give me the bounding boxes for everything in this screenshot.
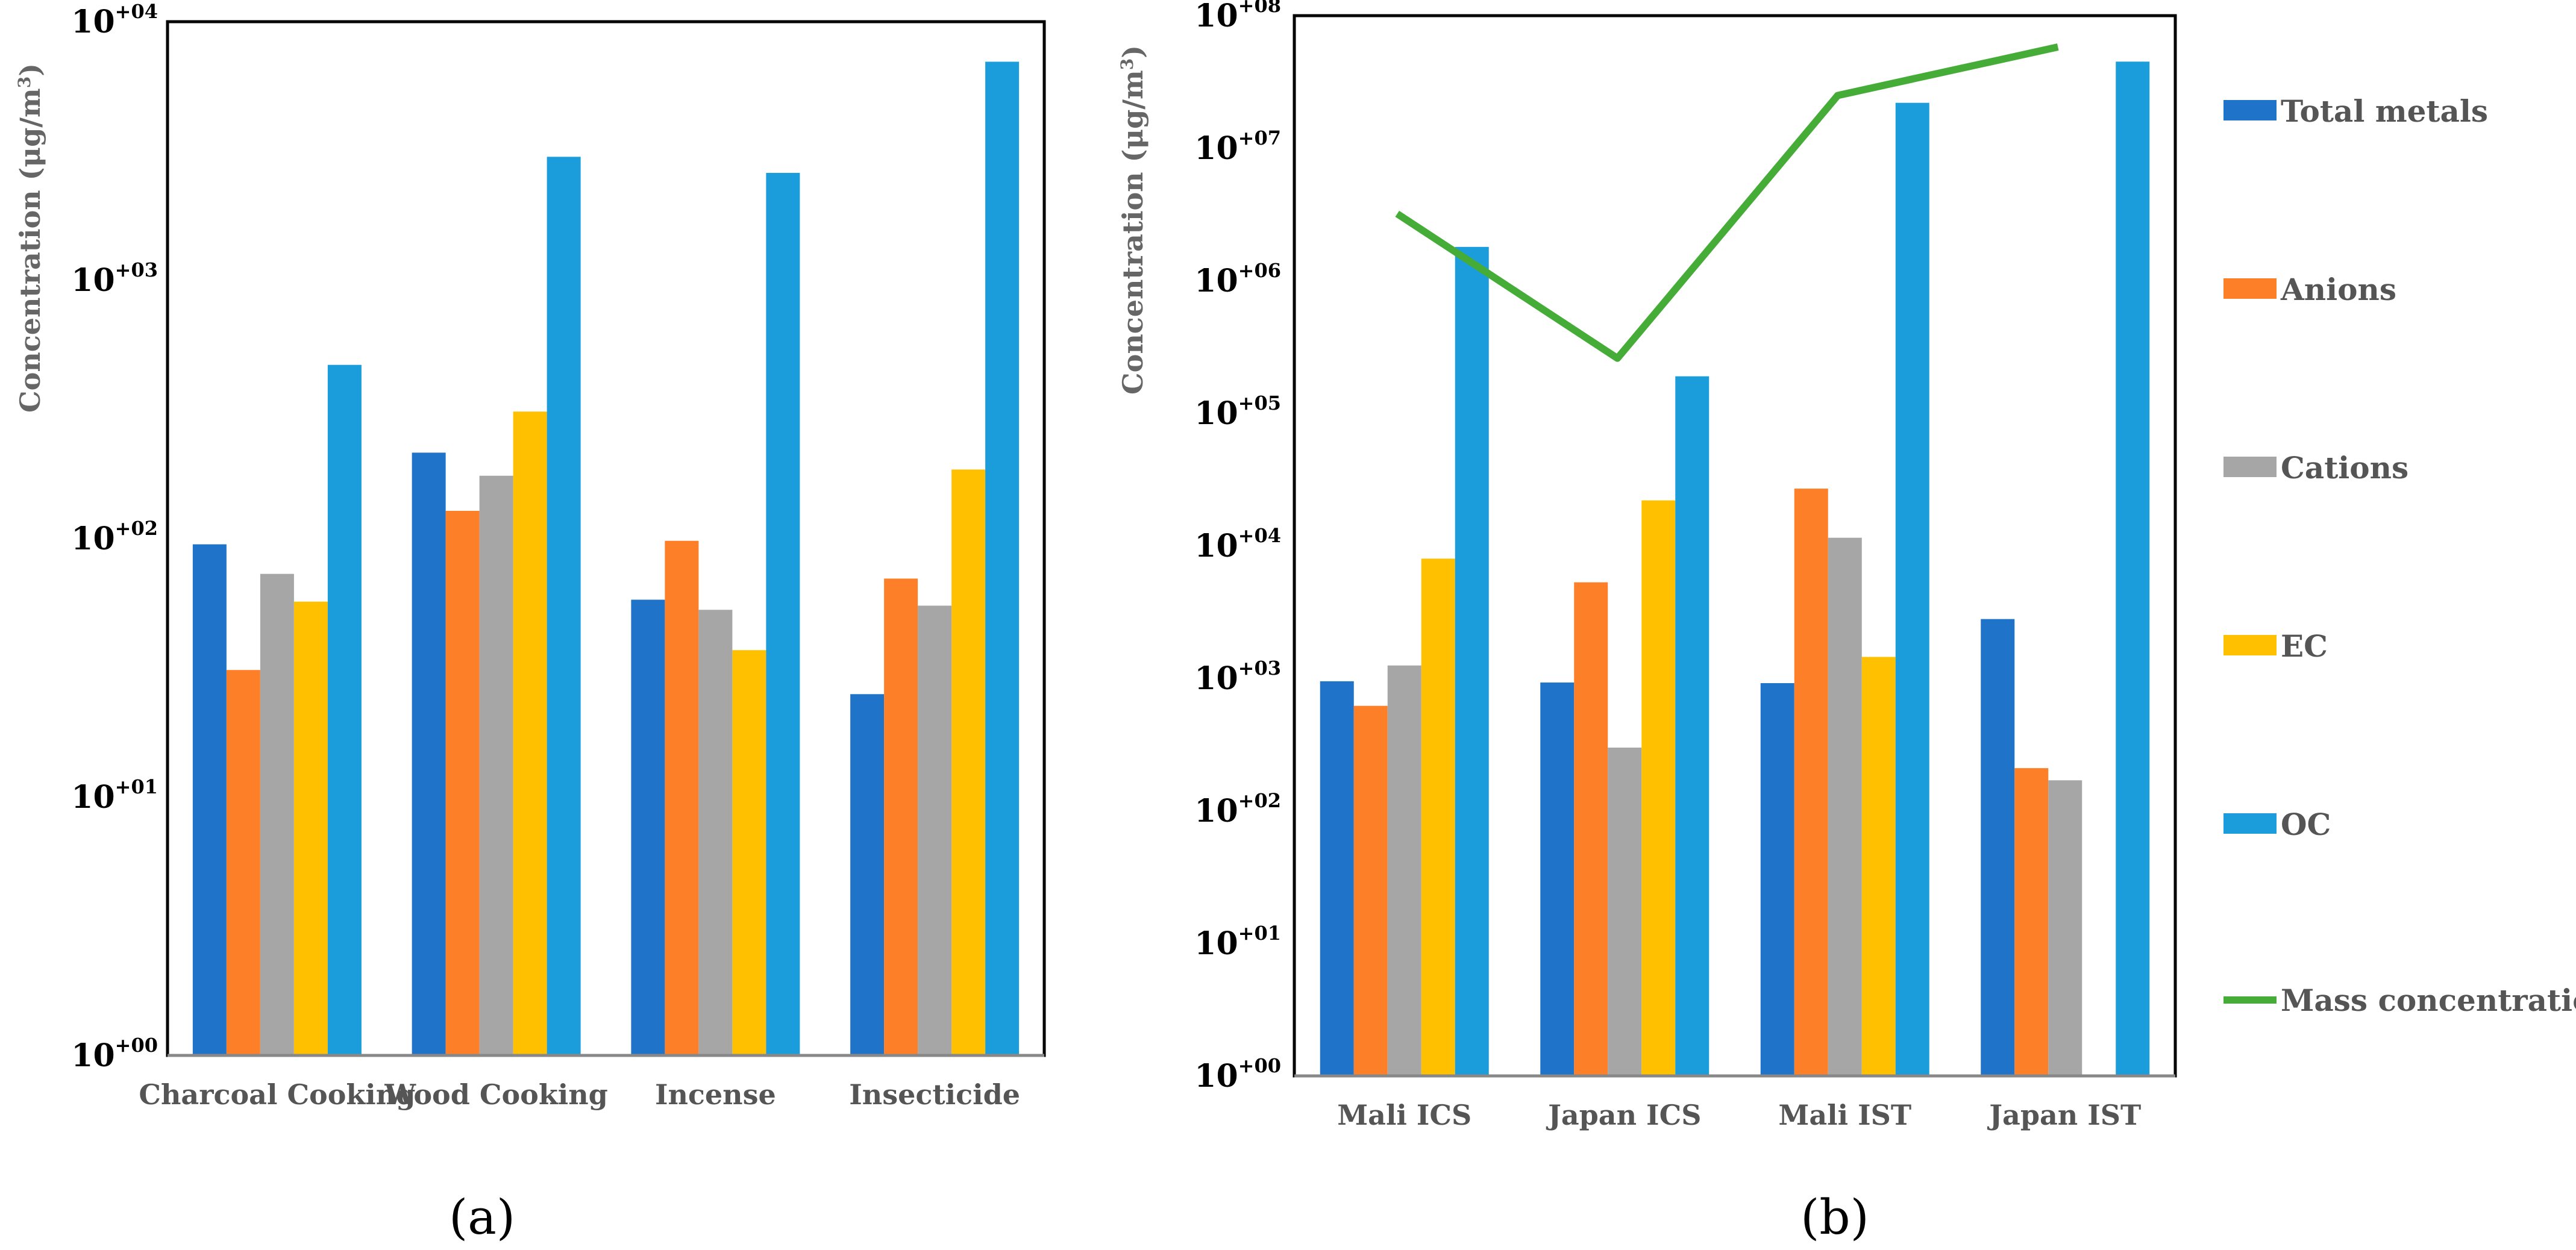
y-tick-label: 10+03	[1194, 657, 1281, 697]
mass-concentration-line	[1395, 43, 2059, 362]
bar-anions-mali-ist	[1794, 489, 1828, 1076]
y-tick-label: 10+04	[1194, 524, 1281, 564]
legend-swatch-anions	[2223, 278, 2277, 299]
x-category-label: Incense	[655, 1078, 776, 1111]
bar-total-metals-mali-ist	[1760, 683, 1794, 1076]
x-category-label: Mali IST	[1778, 1099, 1911, 1131]
bar-ec-insecticide	[951, 469, 986, 1055]
bar-ec-japan-ics	[1641, 500, 1676, 1076]
bar-total-metals-japan-ics	[1540, 682, 1575, 1076]
bar-cations-insecticide	[918, 605, 952, 1055]
bar-oc-mali-ist	[1895, 102, 1929, 1077]
x-category-label: Insecticide	[849, 1078, 1020, 1111]
y-tick-label: 10+08	[1194, 0, 1281, 34]
bar-ec-mali-ics	[1421, 558, 1455, 1076]
panel-a-y-axis-title: Concentration (μg/m3)	[14, 63, 46, 413]
bar-anions-japan-ics	[1574, 582, 1608, 1076]
panel-a-y-ticks: 10+00 10+01 10+02 10+03 10+04	[71, 0, 158, 1074]
bar-oc-japan-ics	[1675, 376, 1709, 1076]
bar-cations-mali-ics	[1387, 665, 1421, 1076]
bar-oc-mali-ics	[1455, 246, 1489, 1076]
bar-total-metals-incense	[631, 599, 665, 1055]
bar-anions-incense	[665, 540, 699, 1055]
legend-label-cations: Cations	[2281, 450, 2408, 486]
x-category-label: Japan ICS	[1546, 1099, 1701, 1131]
x-category-label: Wood Cooking	[384, 1078, 607, 1111]
legend-swatch-total-metals	[2223, 100, 2277, 120]
panel-a-label: (a)	[449, 1189, 515, 1245]
y-tick-label: 10+00	[71, 1034, 158, 1074]
bar-total-metals-charcoal-cooking	[192, 544, 227, 1055]
bar-cations-japan-ist	[2048, 780, 2082, 1076]
legend-swatch-ec	[2223, 635, 2277, 655]
legend-swatch-oc	[2223, 813, 2277, 834]
x-category-label: Charcoal Cooking	[139, 1078, 415, 1111]
bar-cations-charcoal-cooking	[260, 573, 294, 1055]
bar-oc-insecticide	[985, 61, 1020, 1056]
panel-a-bars	[192, 61, 1020, 1056]
bar-oc-charcoal-cooking	[327, 364, 362, 1055]
x-category-label: Mali ICS	[1337, 1099, 1471, 1131]
bar-total-metals-japan-ist	[1981, 619, 2015, 1076]
bar-cations-wood-cooking	[479, 475, 513, 1055]
y-tick-label: 10+00	[1194, 1054, 1281, 1095]
bar-anions-wood-cooking	[445, 511, 480, 1055]
legend-label-oc: OC	[2281, 807, 2331, 842]
bar-ec-incense	[732, 650, 766, 1055]
bar-ec-wood-cooking	[513, 411, 547, 1055]
panel-b-label: (b)	[1800, 1189, 1869, 1245]
panel-b-y-axis-title: Concentration (μg/m3)	[1117, 45, 1149, 395]
y-tick-label: 10+06	[1194, 259, 1281, 299]
panel-b-x-categories: Mali ICS Japan ICS Mali IST Japan IST	[1337, 1099, 2141, 1131]
x-category-label: Japan IST	[1987, 1099, 2141, 1131]
legend-label-anions: Anions	[2280, 272, 2396, 307]
y-tick-label: 10+01	[71, 775, 158, 816]
bar-ec-charcoal-cooking	[293, 601, 328, 1055]
legend-swatch-cations	[2223, 457, 2277, 477]
bar-cations-japan-ics	[1608, 748, 1642, 1076]
panel-b-bars	[1320, 61, 2150, 1077]
y-tick-label: 10+02	[1194, 789, 1281, 830]
bar-oc-japan-ist	[2116, 61, 2150, 1077]
y-tick-label: 10+03	[71, 258, 158, 299]
legend: Total metals Anions Cations EC OC Mass c…	[2223, 93, 2576, 1018]
bar-anions-japan-ist	[2014, 768, 2049, 1076]
panel-b: 10+00 10+01 10+02 10+03 10+04 10+05 10+06 10+07…	[1117, 0, 2177, 1245]
bar-cations-incense	[698, 610, 733, 1055]
bar-oc-wood-cooking	[547, 157, 581, 1056]
panel-b-y-ticks: 10+00 10+01 10+02 10+03 10+04 10+05 10+06 10+07…	[1194, 0, 1281, 1095]
legend-label-ec: EC	[2281, 628, 2328, 664]
y-tick-label: 10+02	[71, 517, 158, 557]
bar-oc-incense	[766, 172, 800, 1055]
bar-ec-mali-ist	[1861, 657, 1896, 1076]
bar-total-metals-wood-cooking	[412, 452, 446, 1055]
panel-a: 10+00 10+01 10+02 10+03 10+04 Charcoal Cooki…	[14, 0, 1046, 1245]
y-tick-label: 10+04	[71, 0, 158, 40]
bar-anions-mali-ics	[1353, 705, 1388, 1076]
bar-anions-insecticide	[884, 578, 918, 1055]
bar-total-metals-insecticide	[850, 694, 885, 1055]
y-tick-label: 10+01	[1194, 922, 1281, 962]
legend-label-mass-concentration: Mass concentration	[2281, 983, 2576, 1018]
y-tick-label: 10+05	[1194, 392, 1281, 432]
legend-label-total-metals: Total metals	[2281, 93, 2488, 129]
bar-cations-mali-ist	[1828, 537, 1862, 1076]
bar-total-metals-mali-ics	[1320, 681, 1354, 1076]
y-tick-label: 10+07	[1194, 127, 1281, 167]
bar-anions-charcoal-cooking	[226, 670, 260, 1055]
